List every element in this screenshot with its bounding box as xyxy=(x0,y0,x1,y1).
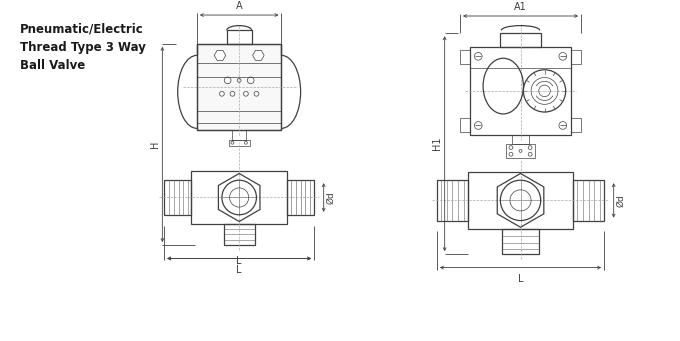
Bar xyxy=(500,33,541,47)
Polygon shape xyxy=(252,50,264,60)
Bar xyxy=(191,171,287,224)
Bar xyxy=(573,180,604,221)
Bar xyxy=(512,135,529,144)
Text: A1: A1 xyxy=(514,2,527,12)
Text: H: H xyxy=(150,141,160,148)
Text: A: A xyxy=(236,1,243,11)
Bar xyxy=(197,44,282,130)
Bar xyxy=(224,224,254,245)
Text: L: L xyxy=(517,274,524,284)
Bar xyxy=(470,47,571,135)
Text: Ød: Ød xyxy=(617,194,626,207)
Bar xyxy=(460,49,470,64)
Bar xyxy=(226,30,252,44)
Polygon shape xyxy=(214,50,226,60)
Text: H1: H1 xyxy=(432,137,442,150)
Text: L: L xyxy=(237,256,242,266)
Text: Pneumatic/Electric
Thread Type 3 Way
Ball Valve: Pneumatic/Electric Thread Type 3 Way Bal… xyxy=(20,23,146,72)
Bar xyxy=(571,49,581,64)
Text: L: L xyxy=(237,265,242,275)
Text: Ød: Ød xyxy=(326,191,335,204)
Bar xyxy=(503,229,539,254)
Bar xyxy=(197,44,282,130)
Bar xyxy=(468,172,573,229)
Bar xyxy=(460,118,470,132)
Bar xyxy=(437,180,468,221)
Bar xyxy=(506,144,535,158)
Bar xyxy=(228,140,250,146)
Bar xyxy=(571,118,581,132)
Bar xyxy=(287,180,314,215)
Bar xyxy=(165,180,191,215)
